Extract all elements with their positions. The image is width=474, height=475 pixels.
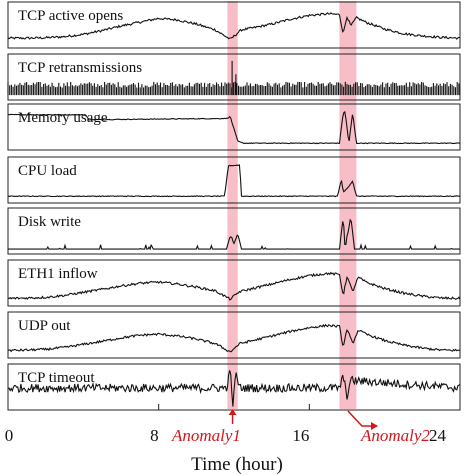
anomaly-bands bbox=[227, 1, 357, 409]
panel-label: UDP out bbox=[18, 318, 71, 334]
panel-label: Memory usage bbox=[18, 110, 108, 126]
x-tick-label: 0 bbox=[5, 426, 14, 445]
panel-0: TCP active opens bbox=[7, 1, 461, 49]
x-tick-label: 24 bbox=[429, 426, 447, 445]
x-tick-label: 8 bbox=[150, 426, 159, 445]
panel-label: TCP active opens bbox=[18, 8, 123, 24]
panel-frame bbox=[7, 156, 461, 204]
anomaly-arrowhead-2 bbox=[371, 422, 378, 430]
panel-7: TCP timeout bbox=[7, 363, 461, 411]
anomaly-annotations: Anomaly1 Anomaly2 bbox=[171, 409, 430, 445]
series-line-udp-out bbox=[7, 323, 460, 353]
anomaly-band-1 bbox=[227, 1, 238, 409]
panel-frame bbox=[7, 103, 461, 151]
series-line-disk-write bbox=[8, 218, 460, 251]
panel-1: TCP retransmissions bbox=[7, 53, 461, 101]
x-tick-label: 16 bbox=[292, 426, 309, 445]
anomaly-label-2: Anomaly2 bbox=[360, 426, 430, 445]
panel-2: Memory usage bbox=[7, 103, 461, 151]
panel-frame bbox=[7, 53, 461, 101]
series-line-eth1-inflow bbox=[7, 271, 461, 301]
panel-frame bbox=[7, 311, 461, 359]
series-line-tcp-retransmissions bbox=[7, 60, 460, 96]
panel-4: Disk write bbox=[7, 207, 461, 255]
panel-label: TCP retransmissions bbox=[18, 60, 142, 76]
panel-frame bbox=[7, 1, 461, 49]
series-panels: TCP active opens TCP retransmissions Memor… bbox=[7, 1, 461, 411]
anomaly-label-1: Anomaly1 bbox=[171, 426, 241, 445]
panel-3: CPU load bbox=[7, 156, 461, 204]
panel-5: ETH1 inflow bbox=[7, 259, 461, 307]
x-axis-title: Time (hour) bbox=[191, 454, 283, 475]
panel-frame bbox=[7, 207, 461, 255]
panel-frame bbox=[7, 363, 461, 411]
series-line-memory-usage bbox=[7, 110, 461, 145]
panel-frame bbox=[7, 259, 461, 307]
series-line-cpu-load bbox=[7, 164, 461, 198]
panel-label: ETH1 inflow bbox=[18, 266, 98, 282]
x-axis: 0 8 16 24 bbox=[5, 404, 461, 445]
panel-label: Disk write bbox=[18, 214, 81, 230]
panel-label: TCP timeout bbox=[18, 370, 95, 386]
series-line-tcp-timeout bbox=[7, 370, 461, 407]
panel-label: CPU load bbox=[18, 163, 77, 179]
anomaly-arrowhead-1 bbox=[228, 409, 237, 415]
series-line-tcp-active-opens bbox=[7, 12, 461, 40]
panel-6: UDP out bbox=[7, 311, 461, 359]
anomaly-band-2 bbox=[339, 1, 357, 409]
